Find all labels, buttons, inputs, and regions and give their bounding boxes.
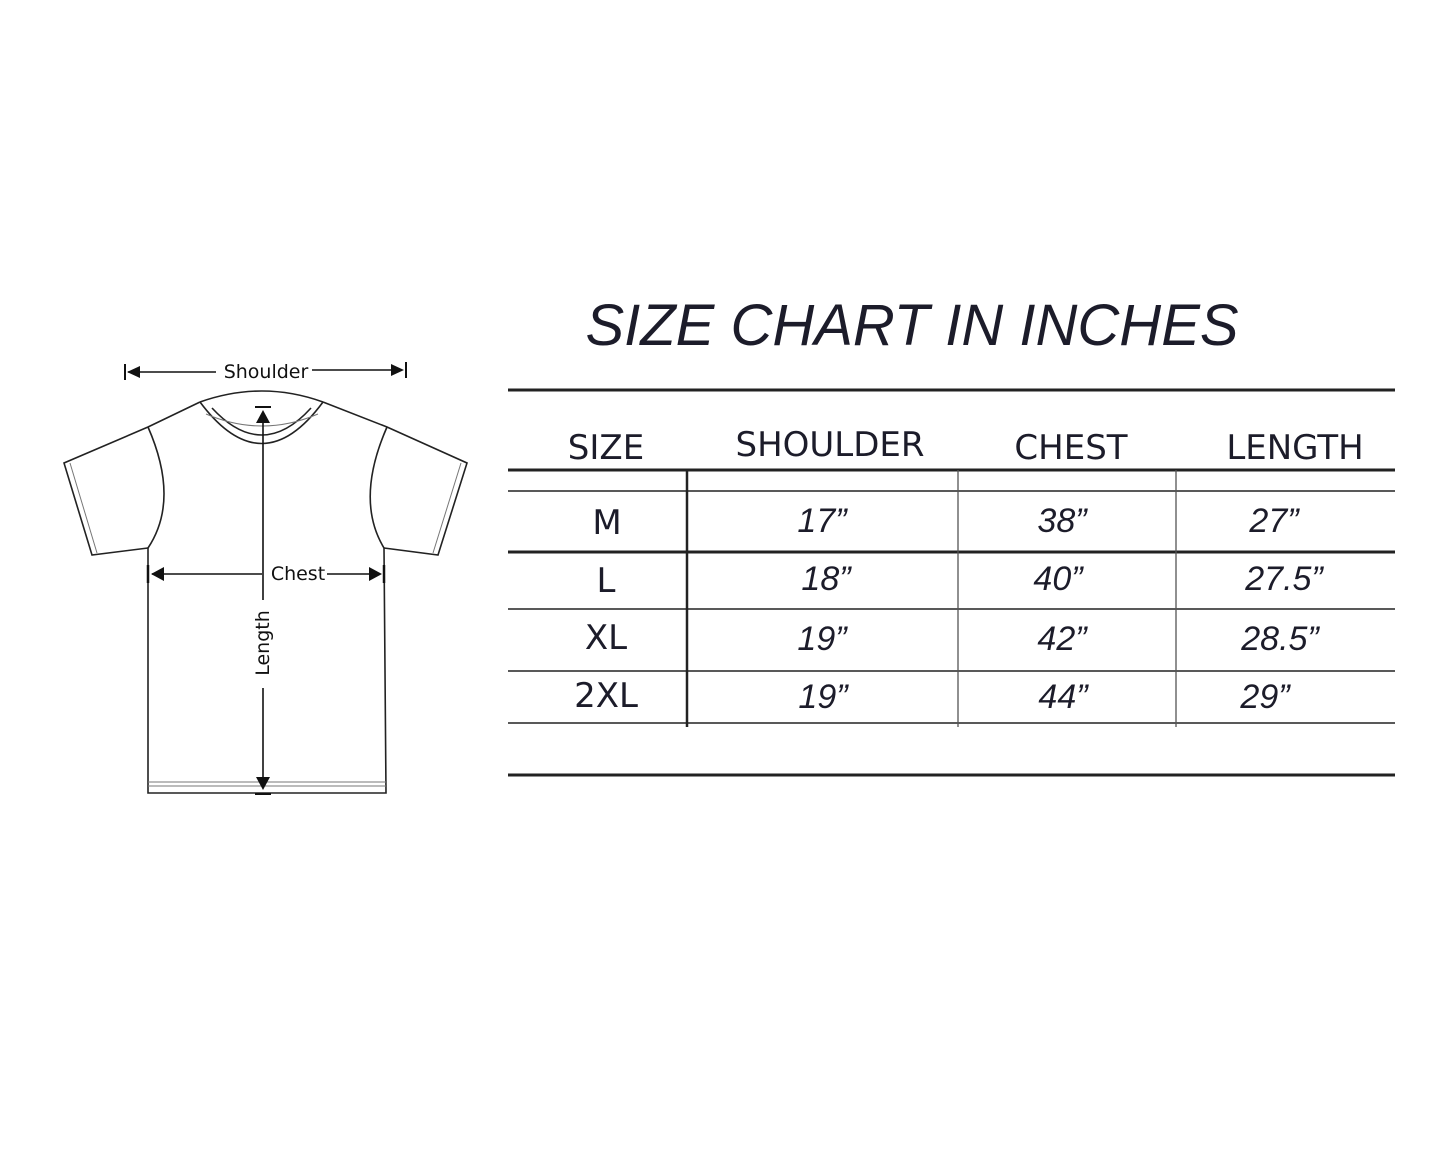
table-header-row: SIZE SHOULDER CHEST LENGTH <box>568 425 1364 468</box>
header-size: SIZE <box>568 428 644 468</box>
shoulder-label: Shoulder <box>224 361 309 383</box>
tshirt-diagram: Shoulder Chest Length <box>63 361 468 795</box>
cell-shoulder: 19” <box>797 620 848 658</box>
cell-shoulder: 18” <box>801 560 852 598</box>
size-table-grid <box>508 388 1395 777</box>
cell-size: M <box>592 503 621 543</box>
tshirt-collar <box>199 390 324 445</box>
cell-shoulder: 17” <box>797 502 848 540</box>
cell-chest: 40” <box>1033 560 1084 598</box>
cell-chest: 38” <box>1037 502 1088 540</box>
table-row: 2XL 19” 44” 29” <box>574 676 1291 716</box>
cell-length: 28.5” <box>1240 620 1320 658</box>
table-row: XL 19” 42” 28.5” <box>585 618 1321 658</box>
cell-size: XL <box>585 618 627 658</box>
cell-chest: 44” <box>1038 678 1089 716</box>
cell-chest: 42” <box>1037 620 1088 658</box>
tshirt-armhole-left <box>147 426 165 549</box>
table-row: M 17” 38” 27” <box>592 502 1300 543</box>
cell-shoulder: 19” <box>798 678 849 716</box>
cell-size: 2XL <box>574 676 638 716</box>
cell-size: L <box>597 561 616 601</box>
shoulder-measure-arrow: Shoulder <box>124 361 407 383</box>
length-measure-arrow: Length <box>252 406 274 795</box>
tshirt-armhole-right <box>369 426 388 549</box>
chart-title: SIZE CHART IN INCHES <box>585 293 1238 358</box>
chest-measure-arrow: Chest <box>146 563 386 585</box>
tshirt-collar-inner <box>205 413 319 427</box>
header-length: LENGTH <box>1226 428 1363 468</box>
cell-length: 27.5” <box>1244 560 1324 598</box>
cell-length: 29” <box>1239 678 1291 716</box>
header-shoulder: SHOULDER <box>735 425 924 465</box>
table-row: L 18” 40” 27.5” <box>597 560 1325 601</box>
tshirt-bottom-hem <box>148 781 386 787</box>
tshirt-sleeve-hem <box>69 462 462 554</box>
cell-length: 27” <box>1248 502 1300 540</box>
chest-label: Chest <box>271 563 325 585</box>
header-chest: CHEST <box>1014 428 1127 468</box>
tshirt-outline <box>63 401 468 794</box>
length-label: Length <box>252 610 274 676</box>
